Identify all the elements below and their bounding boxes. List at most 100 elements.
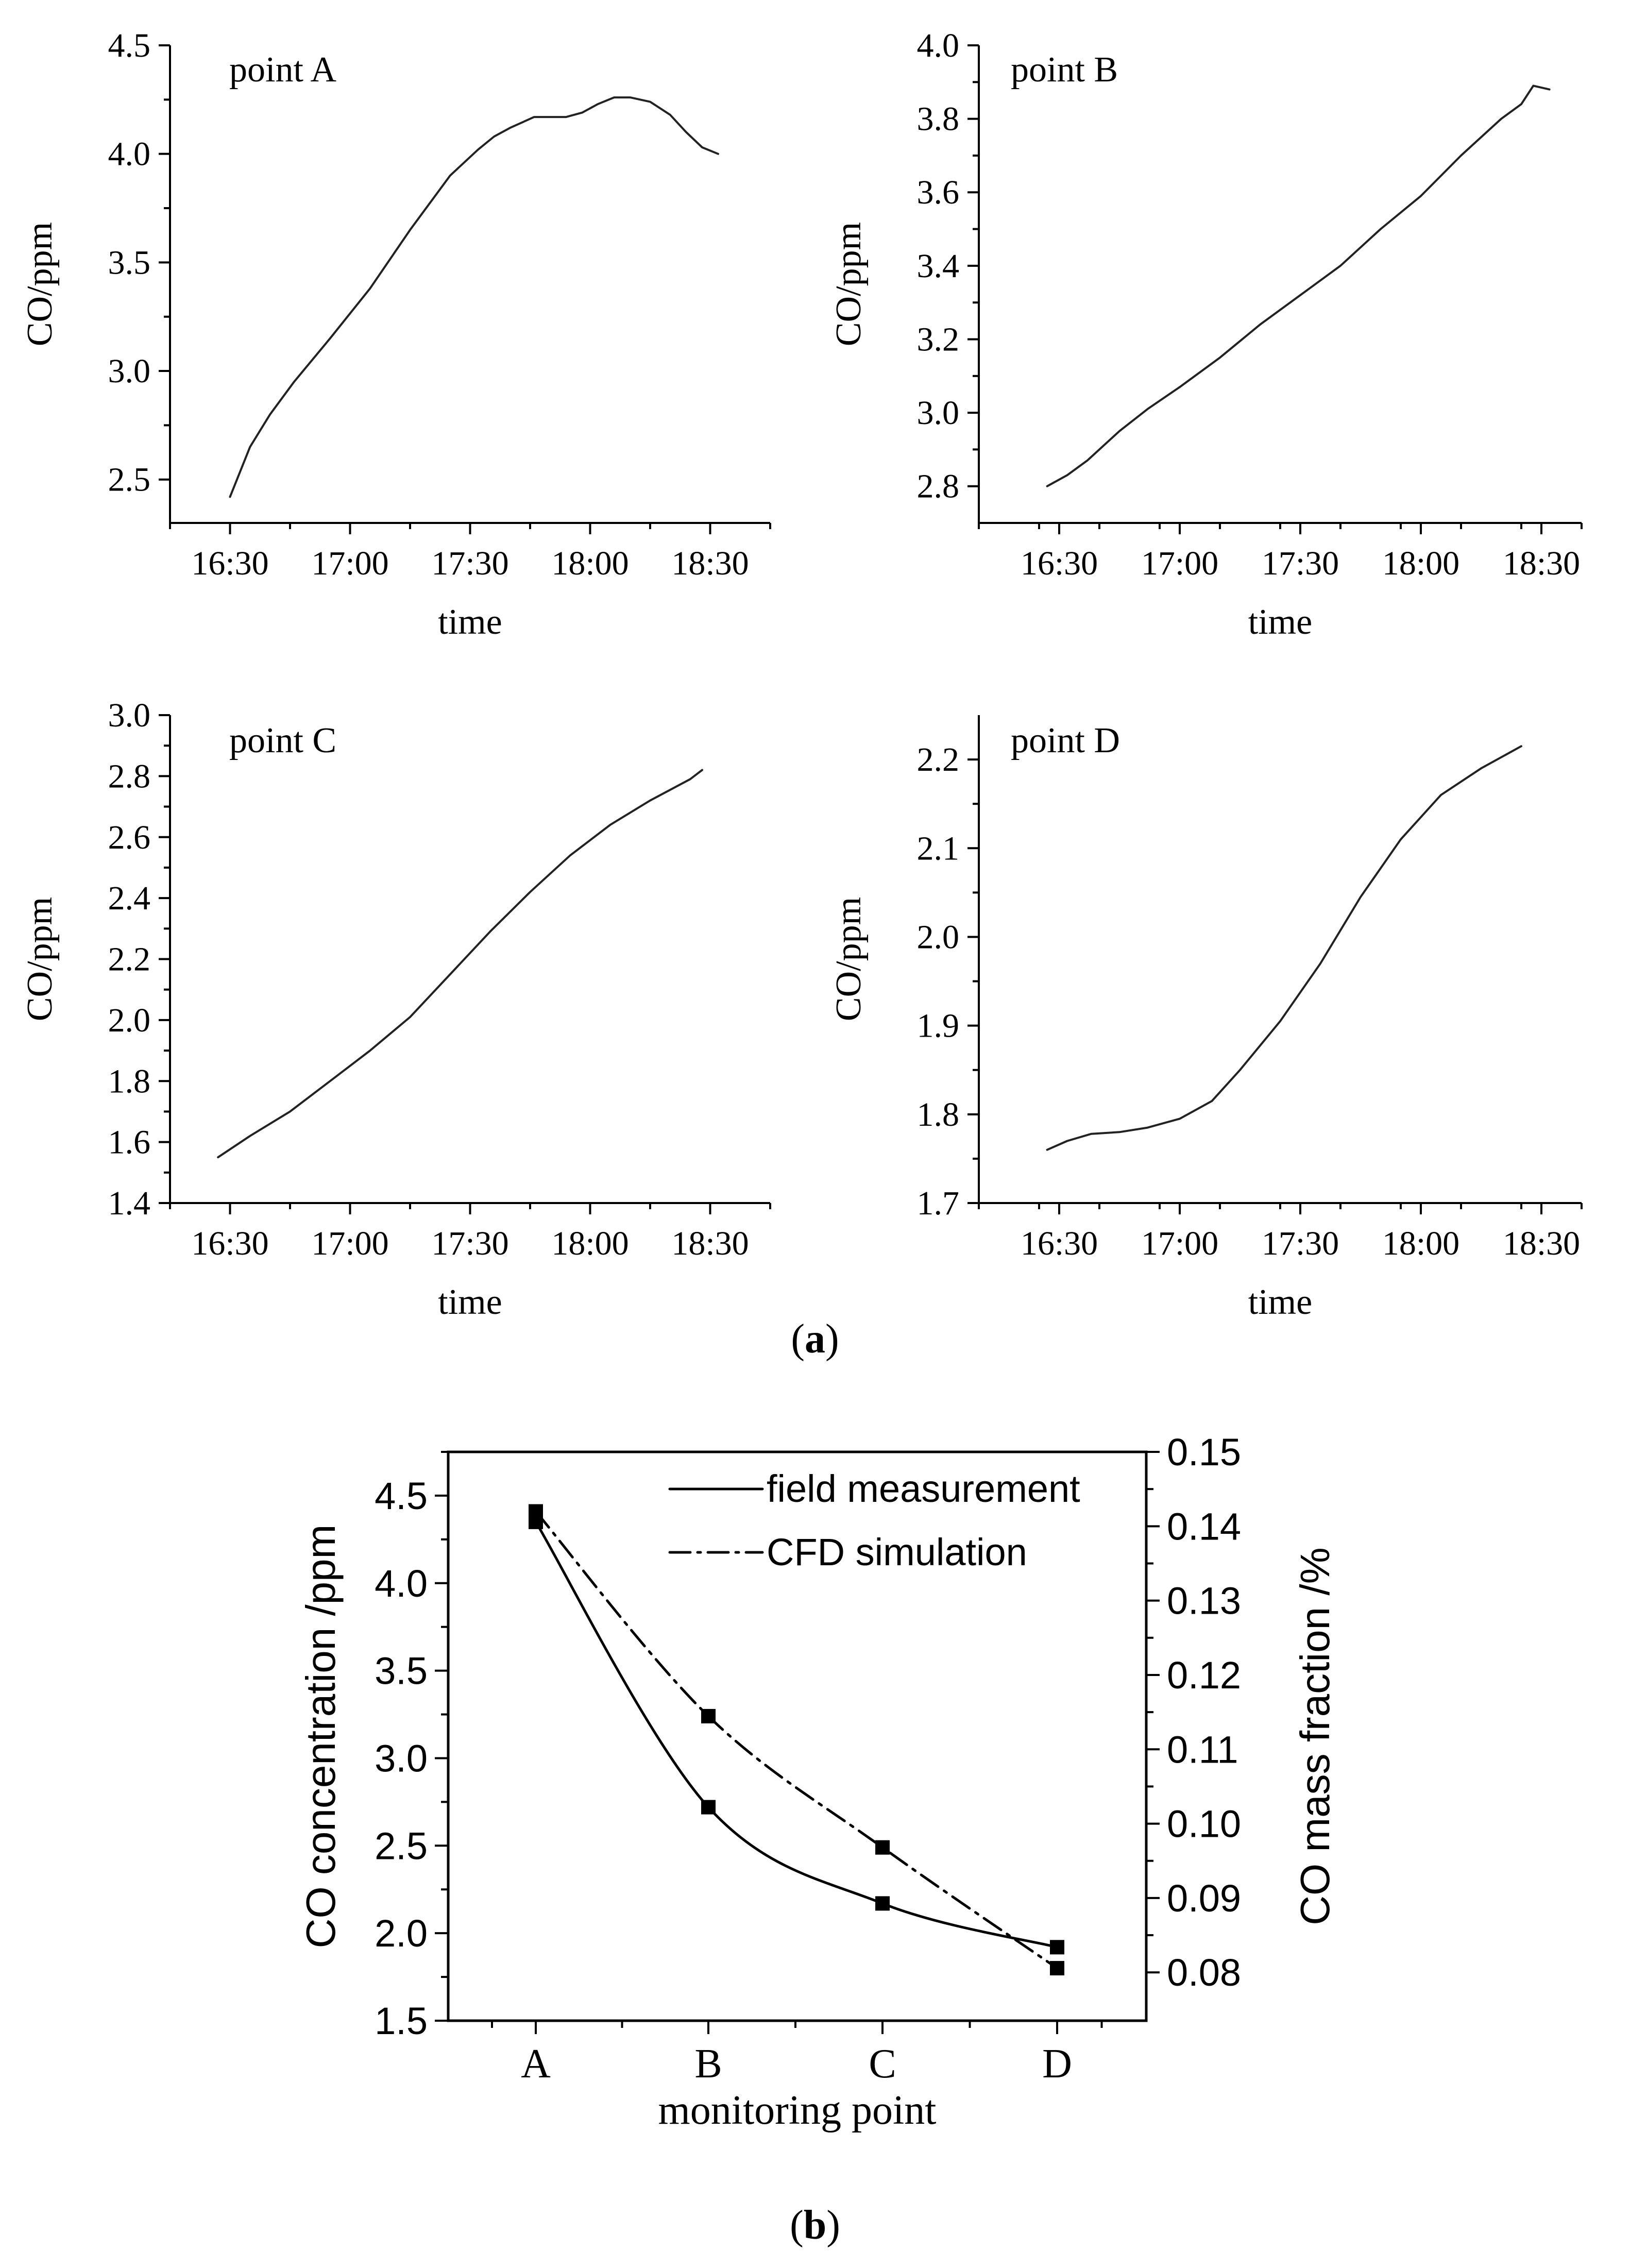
x-tick-label: 17:30 xyxy=(431,1225,508,1262)
y-tick-label: 2.0 xyxy=(917,918,960,956)
panel-title: point D xyxy=(1011,721,1120,760)
series-line-a xyxy=(229,96,719,498)
y-tick-label: 3.6 xyxy=(917,174,960,211)
y-right-tick-label: 0.12 xyxy=(1167,1654,1241,1697)
y-tick-label: 3.2 xyxy=(917,320,960,358)
y-tick-label: 4.0 xyxy=(917,27,960,64)
panel-title: point C xyxy=(229,721,336,760)
y-tick-label: 2.5 xyxy=(108,461,151,499)
y-tick-label: 1.8 xyxy=(108,1062,151,1100)
y-tick-label: 1.6 xyxy=(108,1124,151,1161)
data-point-marker xyxy=(529,1504,543,1519)
x-tick-label: 16:30 xyxy=(1021,545,1098,582)
x-category-label: D xyxy=(1042,2041,1072,2087)
series-line-d xyxy=(1046,745,1522,1151)
x-tick-label: 16:30 xyxy=(191,545,268,582)
x-tick-label: 17:30 xyxy=(431,545,508,582)
x-tick-label: 17:30 xyxy=(1262,1225,1339,1262)
y-tick-label: 3.0 xyxy=(108,352,151,390)
y-axis-title: CO/ppm xyxy=(20,897,60,1021)
data-point-marker xyxy=(875,1840,890,1855)
y-right-tick-label: 0.15 xyxy=(1167,1431,1241,1474)
y-tick-label: 2.2 xyxy=(108,941,151,978)
chart-point-a: 2.5 3.0 3.5 4.0 4.5 16:30 17:00 17:30 18:00 18:30… xyxy=(20,27,771,642)
y-axis-title: CO concentration /ppm xyxy=(298,1525,344,1949)
x-tick-label: 18:00 xyxy=(1382,1225,1459,1262)
y-tick-label: 2.5 xyxy=(375,1824,428,1867)
y-tick-label: 2.4 xyxy=(108,879,151,917)
series-line-b xyxy=(1046,84,1551,487)
y-tick-label: 1.9 xyxy=(917,1007,960,1045)
x-tick-label: 17:00 xyxy=(311,545,388,582)
y-right-tick-label: 0.08 xyxy=(1167,1951,1241,1994)
y-tick-label: 1.8 xyxy=(917,1096,960,1133)
data-point-marker xyxy=(1050,1940,1064,1955)
y-axis-title: CO/ppm xyxy=(20,222,60,346)
data-point-marker xyxy=(1050,1961,1064,1976)
y-tick-label: 3.4 xyxy=(917,247,960,285)
x-tick-label: 17:30 xyxy=(1262,545,1339,582)
x-axis-title: time xyxy=(1248,1282,1312,1322)
y-tick-label: 1.4 xyxy=(108,1184,151,1222)
chart-monitoring-points: 1.5 2.0 2.5 3.0 3.5 4.0 4.5 0.08 0.09 0.10 0.11 0.1… xyxy=(298,1431,1338,2133)
y-tick-label: 3.0 xyxy=(108,697,151,734)
chart-point-b: 2.8 3.0 3.2 3.4 3.6 3.8 4.0 16:30 17:00 17:30 18:0… xyxy=(829,27,1583,642)
x-tick-label: 18:30 xyxy=(1503,1225,1580,1262)
x-tick-label: 18:30 xyxy=(671,545,749,582)
x-tick-label: 18:00 xyxy=(551,1225,629,1262)
x-tick-label: 18:00 xyxy=(551,545,629,582)
y-axis-title: CO/ppm xyxy=(829,222,869,346)
y-right-tick-label: 0.09 xyxy=(1167,1877,1241,1920)
y-tick-label: 3.0 xyxy=(375,1737,428,1780)
x-category-label: A xyxy=(521,2041,551,2087)
y-right-tick-label: 0.10 xyxy=(1167,1803,1241,1846)
y-tick-label: 2.8 xyxy=(917,468,960,505)
x-tick-label: 18:30 xyxy=(671,1225,749,1262)
y-tick-label: 3.5 xyxy=(108,244,151,281)
y-right-tick-label: 0.11 xyxy=(1167,1728,1238,1771)
y-tick-label: 2.2 xyxy=(917,741,960,778)
legend-label-field-measurement: field measurement xyxy=(767,1467,1080,1510)
y-right-axis-title: CO mass fraction /% xyxy=(1292,1547,1338,1925)
x-category-label: C xyxy=(869,2041,896,2087)
x-tick-label: 18:30 xyxy=(1503,545,1580,582)
y-tick-label: 4.0 xyxy=(375,1562,428,1605)
series-line-cfd-simulation xyxy=(534,1510,1059,1970)
y-tick-label: 2.6 xyxy=(108,819,151,856)
legend-label-cfd-simulation: CFD simulation xyxy=(767,1531,1027,1573)
data-point-marker xyxy=(875,1896,890,1911)
y-right-tick-label: 0.14 xyxy=(1167,1505,1241,1548)
x-tick-label: 17:00 xyxy=(1141,545,1218,582)
x-tick-label: 16:30 xyxy=(191,1225,268,1262)
caption-a: (a) xyxy=(791,1316,839,1362)
series-line-field-measurement xyxy=(534,1520,1059,1949)
y-tick-label: 2.1 xyxy=(917,830,960,867)
panel-title: point B xyxy=(1011,50,1118,90)
x-axis-title: time xyxy=(1248,602,1312,642)
y-tick-label: 2.0 xyxy=(375,1912,428,1955)
y-right-tick-label: 0.13 xyxy=(1167,1580,1241,1622)
y-axis-title: CO/ppm xyxy=(829,897,869,1021)
panel-title: point A xyxy=(229,50,337,90)
x-tick-label: 17:00 xyxy=(1141,1225,1218,1262)
y-tick-label: 2.8 xyxy=(108,757,151,795)
y-tick-label: 3.8 xyxy=(917,100,960,138)
y-tick-label: 1.5 xyxy=(375,2000,428,2042)
x-tick-label: 17:00 xyxy=(311,1225,388,1262)
data-point-marker xyxy=(701,1708,716,1723)
chart-point-d: 1.7 1.8 1.9 2.0 2.1 2.2 16:30 17:00 17:30 18:00 18… xyxy=(829,715,1583,1322)
y-tick-label: 4.5 xyxy=(108,27,151,64)
x-category-label: B xyxy=(694,2041,722,2087)
y-tick-label: 1.7 xyxy=(917,1184,960,1222)
data-point-marker xyxy=(701,1800,716,1815)
x-axis-title: time xyxy=(438,1282,502,1322)
x-axis-title: time xyxy=(438,602,502,642)
plot-frame xyxy=(447,1450,1148,2022)
x-tick-label: 18:00 xyxy=(1382,545,1459,582)
series-line-c xyxy=(217,769,703,1159)
y-tick-label: 4.0 xyxy=(108,136,151,173)
y-tick-label: 3.0 xyxy=(917,394,960,432)
caption-b: (b) xyxy=(790,2203,840,2248)
y-tick-label: 2.0 xyxy=(108,1002,151,1039)
